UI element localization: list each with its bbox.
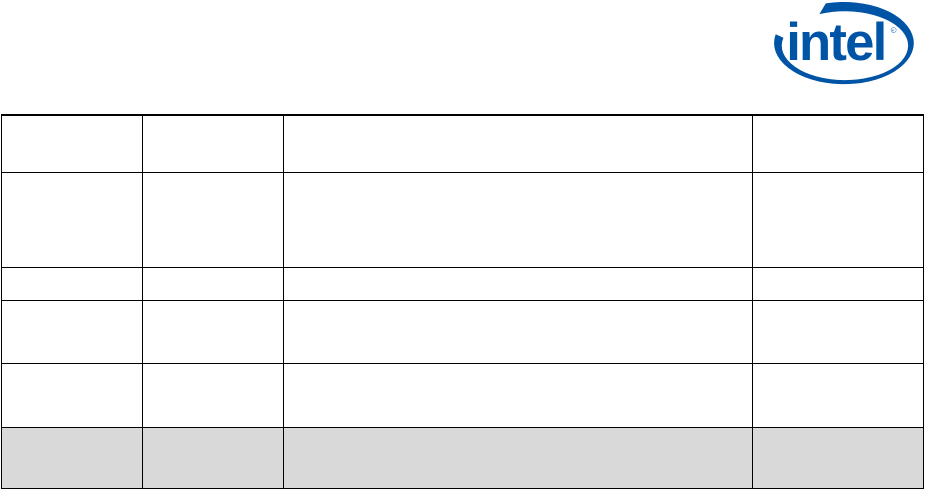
svg-text:intel: intel bbox=[786, 13, 885, 72]
svg-text:R: R bbox=[892, 28, 895, 32]
